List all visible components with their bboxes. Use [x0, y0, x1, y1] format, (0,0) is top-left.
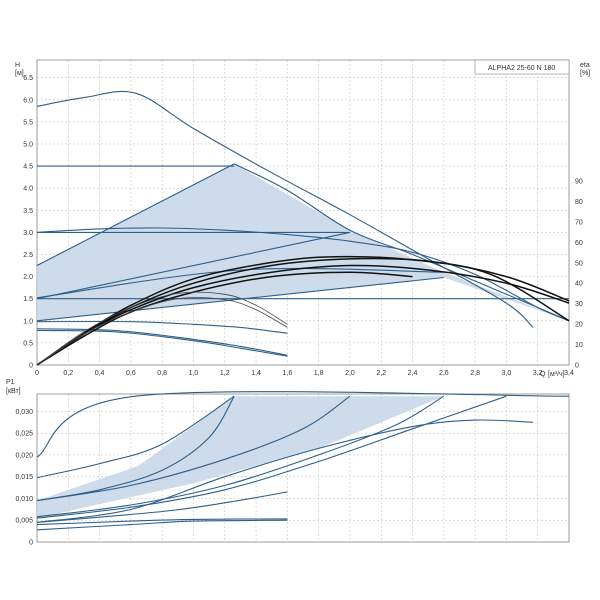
x-tick-label: 0,2: [63, 370, 73, 377]
y-tick-label: 5.5: [23, 119, 33, 126]
top-plot-frame: [36, 59, 570, 366]
y2-tick-label: 80: [575, 199, 583, 206]
x-tick-label: 3,2: [533, 370, 543, 377]
efficiency-curve-low: [36, 291, 288, 366]
y2-axis-unit: [%]: [580, 70, 590, 77]
power-tick-label: 0,020: [15, 452, 33, 459]
title-box: [474, 59, 570, 75]
chart-title: ALPHA2 25-60 N 180: [488, 65, 555, 72]
x-tick-label: 2,6: [439, 370, 449, 377]
y-tick-label: 0.5: [23, 340, 33, 347]
y2-tick-label: 30: [575, 301, 583, 308]
y-tick-label: 2.5: [23, 252, 33, 259]
y2-tick-label: 60: [575, 240, 583, 247]
head-curve: [36, 163, 235, 266]
y2-tick-label: 70: [575, 219, 583, 226]
power-curve: [36, 419, 534, 523]
efficiency-curve: [36, 257, 570, 366]
power-curve: [36, 518, 288, 526]
power-curve: [36, 395, 235, 502]
power-tick-label: 0,030: [15, 409, 33, 416]
x-tick-label: 3,0: [502, 370, 512, 377]
head-curve: [36, 267, 444, 299]
power-tick-label: 0: [29, 540, 33, 547]
power-tick-label: 0,015: [15, 474, 33, 481]
power-axis-unit: [кВт]: [6, 388, 21, 395]
y-tick-label: 3.5: [23, 208, 33, 215]
power-tick-label: 0,005: [15, 518, 33, 525]
x-tick-label: 1,4: [251, 370, 261, 377]
power-tick-label: 0,010: [15, 496, 33, 503]
head-curve: [36, 227, 570, 322]
power-range-area: [37, 396, 444, 519]
y-tick-label: 4.5: [23, 164, 33, 171]
x-tick-label: 0,4: [95, 370, 105, 377]
x-tick-label: 2,2: [376, 370, 386, 377]
head-curve: [233, 163, 570, 322]
x-tick-label: 1,8: [314, 370, 324, 377]
x-axis-label: Q: [540, 371, 546, 378]
y2-tick-label: 40: [575, 281, 583, 288]
y-tick-label: 1.0: [23, 318, 33, 325]
x-tick-label: 2,8: [470, 370, 480, 377]
x-tick-label: 2,4: [408, 370, 418, 377]
power-curve: [36, 391, 570, 458]
y2-axis-label: eta: [580, 62, 590, 69]
power-curve: [36, 395, 351, 502]
y2-tick-label: 50: [575, 260, 583, 267]
y2-tick-label: 10: [575, 342, 583, 349]
x-tick-label: 3,4: [564, 370, 574, 377]
y-tick-label: 5.0: [23, 141, 33, 148]
x-tick-label: 2,0: [345, 370, 355, 377]
power-axis-label: P1: [6, 379, 15, 386]
x-axis-unit: [м³/ч]: [548, 371, 565, 378]
power-curve: [36, 395, 235, 479]
head-curve: [36, 320, 288, 334]
power-curve: [36, 519, 288, 531]
head-curve: [36, 276, 444, 322]
y2-tick-label: 90: [575, 179, 583, 186]
head-curve: [36, 231, 351, 300]
power-tick-label: 0,025: [15, 431, 33, 438]
power-curve: [36, 395, 445, 518]
y2-tick-label: 20: [575, 322, 583, 329]
y-tick-label: 6.5: [23, 75, 33, 82]
y-tick-label: 1.5: [23, 296, 33, 303]
y-tick-label: 4.0: [23, 186, 33, 193]
power-curve: [36, 491, 288, 523]
x-tick-label: 0,6: [126, 370, 136, 377]
x-tick-label: 1,0: [189, 370, 199, 377]
y2-tick-label: 0: [575, 363, 579, 370]
y-axis-label: H: [15, 62, 20, 69]
bottom-plot-frame: [36, 393, 570, 543]
efficiency-curve-low: [36, 297, 288, 366]
x-tick-label: 1,2: [220, 370, 230, 377]
y-tick-label: 0: [29, 363, 33, 370]
y-tick-label: 3.0: [23, 230, 33, 237]
x-tick-label: 0,8: [157, 370, 167, 377]
head-curve: [36, 328, 288, 356]
head-curve: [36, 90, 534, 328]
y-tick-label: 6.0: [23, 97, 33, 104]
x-tick-label: 1,6: [282, 370, 292, 377]
x-tick-label: 0: [35, 370, 39, 377]
y-axis-unit: [м]: [15, 70, 24, 77]
y-tick-label: 2.0: [23, 274, 33, 281]
